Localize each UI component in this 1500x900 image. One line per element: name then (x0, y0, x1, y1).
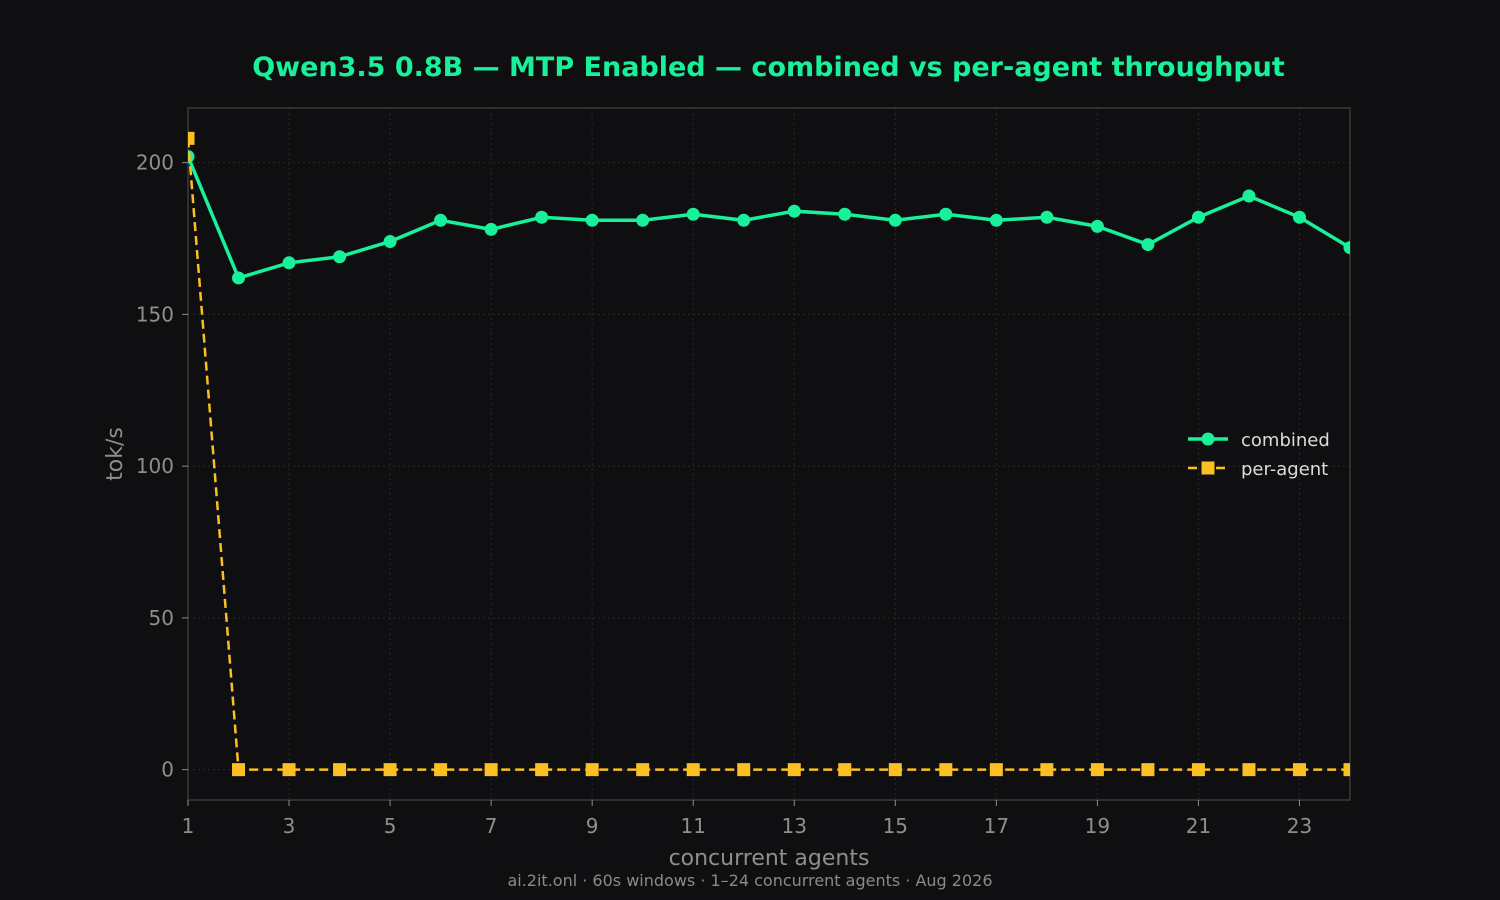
combined-point (1292, 210, 1306, 224)
combined-point (888, 213, 902, 227)
combined-point (535, 210, 549, 224)
per-agent-point (1343, 763, 1350, 777)
series-layer (188, 131, 1350, 777)
x-tick-label: 1 (182, 814, 195, 838)
per-agent-point (434, 763, 448, 777)
y-tick-label: 200 (136, 151, 174, 175)
per-agent-point (888, 763, 902, 777)
combined-point (232, 271, 246, 285)
per-agent-point (1040, 763, 1054, 777)
y-axis-label: tok/s (103, 427, 128, 481)
per-agent-point (787, 763, 801, 777)
per-agent-point (232, 763, 246, 777)
per-agent-point (1141, 763, 1155, 777)
per-agent-point (737, 763, 751, 777)
x-axis-label: concurrent agents (669, 846, 870, 871)
x-tick-label: 9 (586, 814, 599, 838)
x-tick-label: 15 (883, 814, 908, 838)
combined-point (1242, 189, 1256, 203)
legend-per-agent-label: per-agent (1241, 459, 1328, 480)
combined-point (434, 213, 448, 227)
combined-point (737, 213, 751, 227)
x-tick-label: 5 (384, 814, 397, 838)
combined-point (585, 213, 599, 227)
combined-point (939, 207, 953, 221)
per-agent-point (383, 763, 397, 777)
combined-point (484, 222, 498, 236)
per-agent-point (989, 763, 1003, 777)
x-tick-label: 7 (485, 814, 498, 838)
footer-note: ai.2it.onl · 60s windows · 1–24 concurre… (507, 871, 993, 890)
per-agent-point (636, 763, 650, 777)
combined-point (686, 207, 700, 221)
per-agent-point (1242, 763, 1256, 777)
combined-point (333, 250, 347, 264)
chart-title: Qwen3.5 0.8B — MTP Enabled — combined vs… (252, 52, 1285, 83)
per-agent-point (188, 131, 195, 145)
x-tick-label: 17 (984, 814, 1009, 838)
x-tick-label: 19 (1085, 814, 1110, 838)
per-agent-point (585, 763, 599, 777)
per-agent-point (535, 763, 549, 777)
y-tick-label: 0 (161, 758, 174, 782)
legend-combined-marker (1201, 432, 1215, 446)
legend-per-agent-marker (1201, 461, 1215, 475)
per-agent-point (939, 763, 953, 777)
series-group (188, 131, 1350, 777)
combined-series-line (188, 155, 1350, 281)
per-agent-point (1090, 763, 1104, 777)
combined-point (1141, 238, 1155, 252)
plot-frame (187, 107, 1351, 801)
combined-point (989, 213, 1003, 227)
combined-point (282, 256, 296, 270)
per-agent-point (686, 763, 700, 777)
combined-point (838, 207, 852, 221)
combined-point (1343, 241, 1350, 255)
legend-combined-label: combined (1241, 430, 1330, 451)
per-agent-point (1292, 763, 1306, 777)
combined-point (1090, 219, 1104, 233)
combined-point (787, 204, 801, 218)
combined-point (1040, 210, 1054, 224)
combined-point (1191, 210, 1205, 224)
per-agent-point (282, 763, 296, 777)
combined-point (383, 235, 397, 249)
x-tick-label: 21 (1186, 814, 1211, 838)
combined-point (188, 150, 195, 164)
combined-point (636, 213, 650, 227)
y-tick-label: 150 (136, 302, 174, 326)
grid-lines (187, 108, 1350, 800)
per-agent-series-line (188, 138, 1350, 771)
x-tick-label: 13 (782, 814, 807, 838)
per-agent-point (333, 763, 347, 777)
legend: combined per-agent (1188, 430, 1330, 480)
per-agent-point (484, 763, 498, 777)
x-tick-label: 3 (283, 814, 296, 838)
x-tick-label: 23 (1287, 814, 1312, 838)
per-agent-point (838, 763, 852, 777)
y-tick-label: 100 (136, 454, 174, 478)
y-tick-label: 50 (149, 606, 174, 630)
per-agent-point (1191, 763, 1205, 777)
x-tick-label: 11 (680, 814, 705, 838)
